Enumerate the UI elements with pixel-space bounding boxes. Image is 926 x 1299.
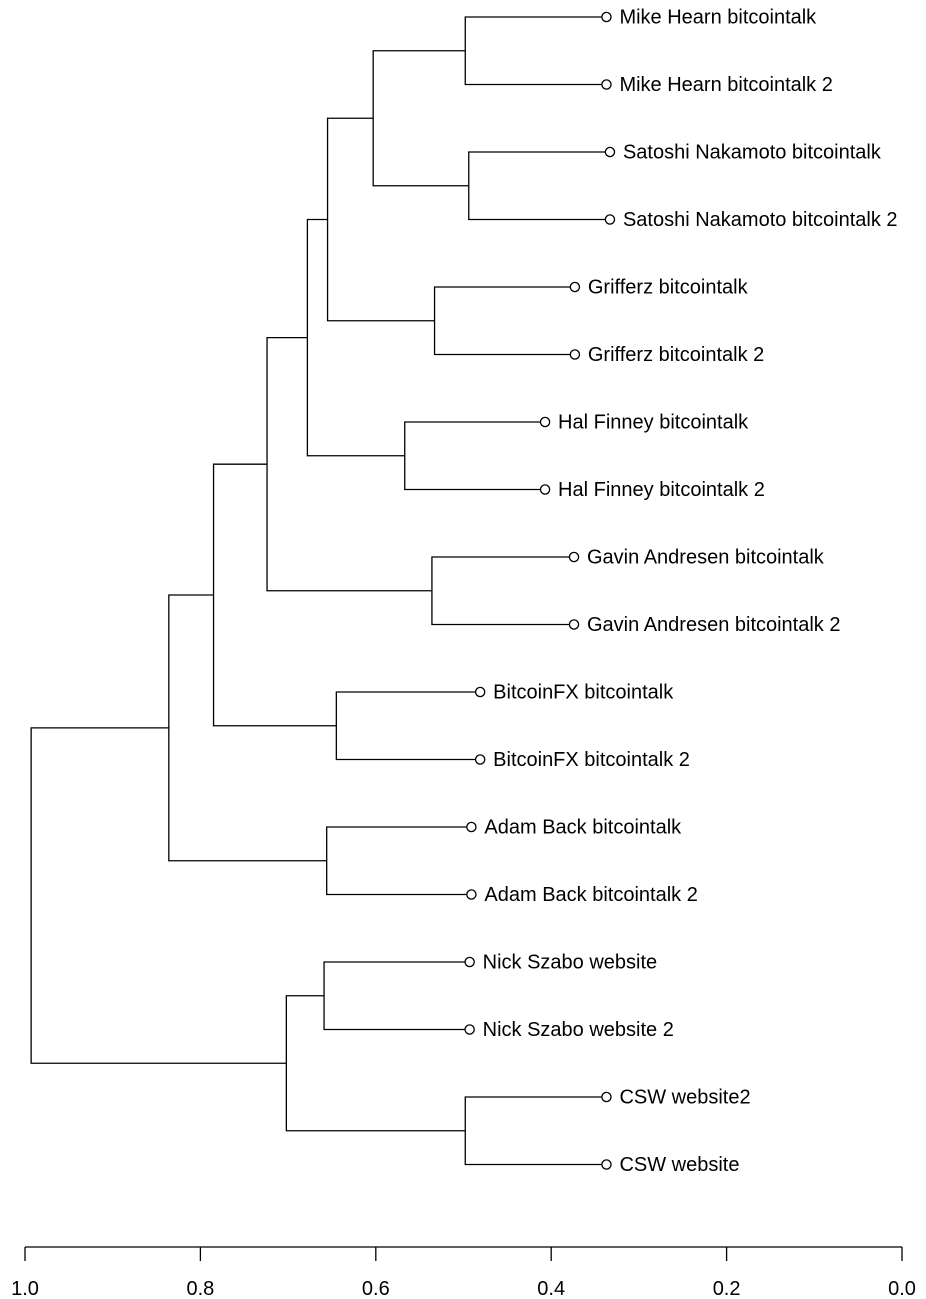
dendrogram-branch [335, 691, 481, 761]
dendrogram-branch [326, 117, 435, 322]
x-tick-label: 0.0 [888, 1278, 916, 1299]
dendrogram-branch [168, 594, 327, 862]
leaf-marker [601, 1091, 612, 1103]
leaf-marker [601, 1159, 612, 1170]
leaf-marker [601, 11, 612, 23]
leaf-label: Satoshi Nakamoto bitcointalk [623, 142, 882, 164]
dendrogram-branch [464, 16, 607, 86]
dendrogram-branch [323, 961, 470, 1031]
leaf-label: CSW website [619, 1154, 739, 1176]
leaf-marker [568, 551, 580, 563]
leaf-label: Satoshi Nakamoto bitcointalk 2 [623, 209, 898, 231]
x-axis: 1.0 0.8 0.6 0.4 0.2 0.0 [11, 1246, 916, 1299]
dendrogram-branch [326, 826, 472, 896]
leaf-marker [604, 146, 616, 158]
leaf-marker [539, 416, 551, 428]
leaf-marker [464, 1024, 475, 1035]
leaf-marker [601, 79, 612, 90]
leaf-label: CSW website2 [619, 1087, 750, 1109]
leaf-label: Hal Finney bitcointalk [558, 412, 749, 434]
x-tick-label: 0.2 [713, 1278, 741, 1299]
dendrogram-branch [285, 995, 466, 1132]
leaf-label: Nick Szabo website 2 [483, 1019, 674, 1041]
dendrogram-branch [433, 286, 575, 356]
leaf-label: Mike Hearn bitcointalk 2 [619, 74, 832, 96]
dendrogram-branch [464, 1096, 607, 1166]
leaf-label: Adam Back bitcointalk 2 [484, 884, 697, 906]
leaf-label: Gavin Andresen bitcointalk [587, 547, 825, 569]
leaf-marker [569, 349, 581, 360]
leaf-marker [539, 484, 551, 495]
dendrogram-branch [404, 421, 546, 491]
leaf-marker [474, 754, 486, 765]
leaf-marker [568, 619, 580, 630]
dendrogram-branches [30, 16, 610, 1166]
leaf-label: Grifferz bitcointalk [588, 277, 749, 299]
dendrogram-branch [372, 50, 469, 187]
leaf-label: Gavin Andresen bitcointalk 2 [587, 614, 841, 636]
dendrogram-branch [266, 336, 432, 592]
dendrogram-leaves: Mike Hearn bitcointalk Mike Hearn bitcoin… [464, 7, 898, 1176]
leaf-marker [569, 281, 581, 293]
dendrogram-branch [212, 463, 337, 727]
x-tick-label: 0.6 [362, 1278, 390, 1299]
leaf-marker [466, 821, 477, 833]
x-tick-label: 0.8 [186, 1278, 214, 1299]
leaf-marker [464, 956, 475, 968]
leaf-label: BitcoinFX bitcointalk 2 [493, 749, 690, 771]
leaf-label: BitcoinFX bitcointalk [493, 682, 674, 704]
x-tick-label: 1.0 [11, 1278, 39, 1299]
leaf-label: Nick Szabo website [483, 952, 658, 974]
dendrogram-branch [306, 218, 405, 457]
leaf-label: Hal Finney bitcointalk 2 [558, 479, 765, 501]
leaf-label: Grifferz bitcointalk 2 [588, 344, 764, 366]
x-tick-label: 0.4 [537, 1278, 565, 1299]
leaf-marker [474, 686, 486, 698]
leaf-label: Mike Hearn bitcointalk [619, 7, 817, 29]
dendrogram-branch [431, 556, 575, 626]
leaf-label: Adam Back bitcointalk [484, 817, 682, 839]
dendrogram-branch [30, 727, 287, 1064]
leaf-marker [466, 889, 477, 900]
leaf-marker [604, 214, 616, 225]
dendrogram-branch [468, 151, 610, 221]
